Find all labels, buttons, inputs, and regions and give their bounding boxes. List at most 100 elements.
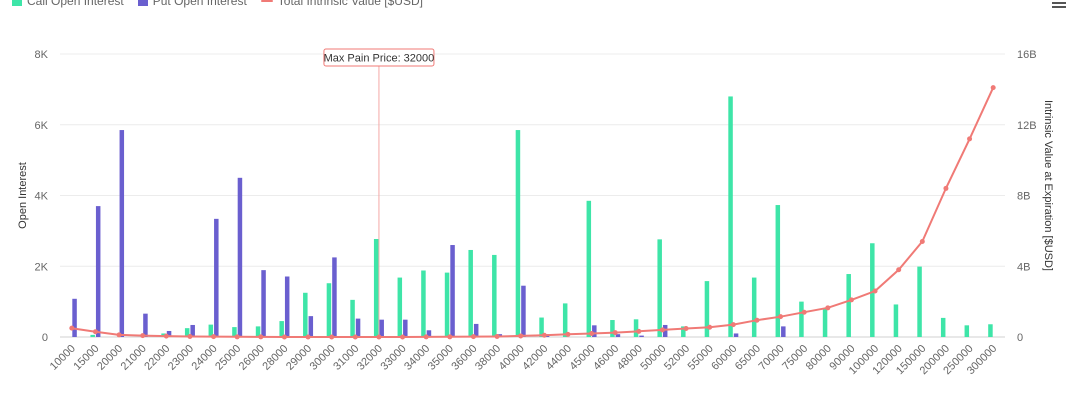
call-bar <box>610 320 615 337</box>
call-bar <box>90 334 95 337</box>
call-bar <box>350 299 355 337</box>
put-bar <box>639 335 644 337</box>
intrinsic-value-point <box>754 317 760 323</box>
put-bar <box>662 324 668 337</box>
x-tick-label: 25000 <box>213 343 243 373</box>
right-tick-label: 12B <box>1017 120 1037 132</box>
intrinsic-value-point <box>187 333 193 339</box>
put-bar <box>95 206 101 337</box>
x-tick-label: 23000 <box>166 343 196 373</box>
legend-item-intrinsic[interactable]: Total Intrinsic Value [$USD] <box>260 0 423 8</box>
call-bar <box>539 317 544 337</box>
chart-legend: Call Open Interest Put Open Interest Tot… <box>12 0 423 8</box>
x-tick-label: 35000 <box>426 343 456 373</box>
x-tick-label: 38000 <box>473 343 503 373</box>
right-tick-label: 8B <box>1017 191 1030 203</box>
put-bar <box>119 130 125 337</box>
x-tick-label: 28000 <box>260 343 290 373</box>
put-bar <box>615 334 621 337</box>
x-tick-label: 33000 <box>379 343 409 373</box>
intrinsic-value-point <box>352 334 358 340</box>
call-bar <box>562 303 568 337</box>
x-tick-label: 31000 <box>331 343 361 373</box>
call-bar <box>421 270 426 337</box>
max-pain-label: Max Pain Price: 32000 <box>324 53 435 65</box>
intrinsic-value-point <box>470 334 476 340</box>
legend-item-put[interactable]: Put Open Interest <box>137 0 247 8</box>
x-tick-label: 26000 <box>237 343 267 373</box>
put-bar <box>284 276 290 337</box>
call-bar <box>728 96 733 337</box>
call-bar <box>444 272 450 337</box>
x-tick-label: 50000 <box>638 343 668 373</box>
x-tick-label: 42000 <box>520 343 550 373</box>
intrinsic-value-line <box>71 87 995 338</box>
call-bar <box>870 243 875 337</box>
put-bar <box>237 177 243 337</box>
legend-label-call: Call Open Interest <box>27 0 124 8</box>
x-tick-label: 46000 <box>591 343 621 373</box>
put-bar <box>72 298 77 337</box>
put-bar <box>403 319 408 337</box>
max-pain-label-box <box>323 48 435 67</box>
intrinsic-value-point <box>872 288 878 294</box>
x-tick-label: 80000 <box>804 343 834 373</box>
call-bar <box>326 283 332 337</box>
x-tick-label: 44000 <box>544 343 574 373</box>
intrinsic-value-point <box>683 326 689 332</box>
legend-item-call[interactable]: Call Open Interest <box>12 0 124 8</box>
call-bar <box>657 239 662 337</box>
intrinsic-value-point <box>305 334 311 340</box>
call-bar <box>397 277 403 337</box>
intrinsic-value-point <box>69 325 75 331</box>
legend-label-intrinsic: Total Intrinsic Value [$USD] <box>277 0 423 8</box>
intrinsic-value-point <box>707 324 713 330</box>
intrinsic-value-point <box>423 334 429 340</box>
put-bar <box>781 326 786 337</box>
put-bar <box>355 318 361 337</box>
call-bar <box>373 239 379 337</box>
left-tick-label: 4K <box>35 191 49 203</box>
call-bar <box>515 130 521 337</box>
intrinsic-value-point <box>967 136 973 142</box>
left-tick-label: 8K <box>35 49 49 61</box>
put-bar <box>214 218 219 337</box>
call-bar <box>633 319 639 337</box>
call-bar <box>255 326 261 337</box>
legend-swatch-put <box>137 0 148 6</box>
legend-swatch-intrinsic <box>260 0 273 2</box>
x-tick-label: 75000 <box>780 343 810 373</box>
call-bar <box>846 274 851 337</box>
x-tick-label: 30000 <box>308 343 338 373</box>
intrinsic-value-point <box>92 329 98 335</box>
put-bar <box>450 245 455 337</box>
intrinsic-value-point <box>234 334 240 340</box>
intrinsic-value-point <box>541 332 547 338</box>
intrinsic-value-point <box>919 238 925 244</box>
intrinsic-value-point <box>565 331 571 337</box>
legend-swatch-call <box>12 0 22 6</box>
intrinsic-value-point <box>943 185 949 191</box>
call-bar <box>184 328 190 337</box>
intrinsic-value-point <box>447 334 453 340</box>
call-bar <box>799 301 804 337</box>
intrinsic-value-point <box>659 327 665 333</box>
x-tick-label: 15000 <box>71 343 101 373</box>
intrinsic-value-point <box>589 330 595 336</box>
intrinsic-value-point <box>211 334 217 340</box>
right-axis-title: Intrinsic Value at Expiration [$USD] <box>1042 100 1054 271</box>
intrinsic-value-point <box>518 333 524 339</box>
call-bar <box>988 324 993 337</box>
put-bar <box>332 257 337 337</box>
x-tick-label: 60000 <box>709 343 739 373</box>
put-bar <box>426 330 432 337</box>
x-tick-label: 21000 <box>119 343 149 373</box>
intrinsic-value-point <box>329 334 335 340</box>
put-bar <box>261 270 266 337</box>
put-bar <box>166 330 172 337</box>
put-bar <box>521 285 526 337</box>
menu-icon[interactable] <box>1052 0 1066 8</box>
intrinsic-value-point <box>778 314 784 320</box>
intrinsic-value-point <box>896 267 902 273</box>
